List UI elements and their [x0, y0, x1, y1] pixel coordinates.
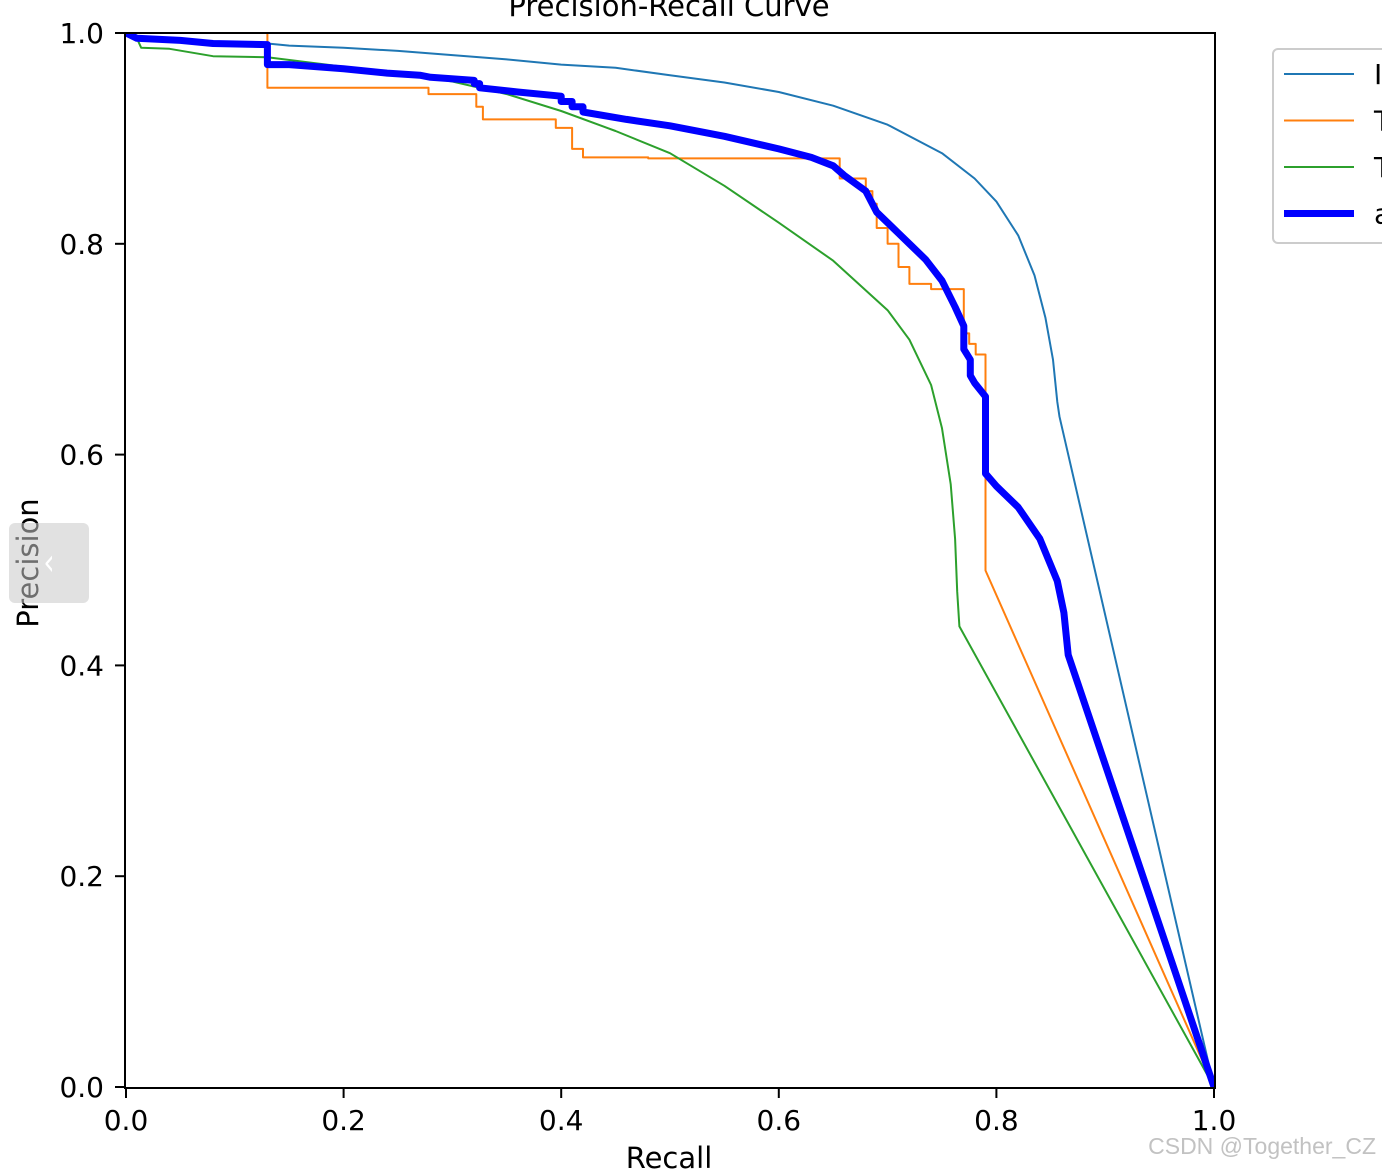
series-line-1 — [126, 33, 1215, 1088]
legend-label-4: a — [1374, 198, 1382, 231]
series-line-4 — [126, 33, 1215, 1088]
x-tick-label: 0.6 — [757, 1104, 802, 1137]
y-axis: 0.0 0.2 0.4 0.6 0.8 1.0 — [59, 17, 125, 1104]
x-axis: 0.0 0.2 0.4 0.6 0.8 1.0 — [104, 1088, 1237, 1137]
y-tick-label: 0.0 — [59, 1071, 104, 1104]
chart-title: Precision-Recall Curve — [508, 0, 829, 23]
legend-label-2: T — [1373, 105, 1382, 138]
x-tick-label: 0.4 — [539, 1104, 584, 1137]
x-tick-label: 0.2 — [321, 1104, 366, 1137]
plot-area-frame — [124, 32, 1216, 1089]
legend-box — [1272, 48, 1382, 244]
y-tick-label: 0.4 — [59, 649, 104, 682]
y-tick-label: 1.0 — [59, 17, 104, 50]
x-tick-label: 0.0 — [104, 1104, 149, 1137]
x-axis-label: Recall — [626, 1141, 713, 1170]
series-line-2 — [266, 33, 1215, 1088]
x-tick-label: 1.0 — [1192, 1104, 1237, 1137]
chevron-left-icon: ‹ — [43, 540, 55, 584]
legend: ITTa — [1272, 48, 1382, 244]
series-layer — [126, 33, 1215, 1088]
previous-arrow-button[interactable]: ‹ — [9, 523, 89, 603]
y-tick-label: 0.2 — [59, 860, 104, 893]
legend-label-1: I — [1374, 58, 1382, 91]
y-tick-label: 0.6 — [59, 439, 104, 472]
series-line-3 — [126, 33, 1215, 1088]
watermark: CSDN @Together_CZ — [1148, 1133, 1376, 1159]
y-tick-label: 0.8 — [59, 228, 104, 261]
legend-label-3: T — [1373, 151, 1382, 184]
x-tick-label: 0.8 — [974, 1104, 1019, 1137]
